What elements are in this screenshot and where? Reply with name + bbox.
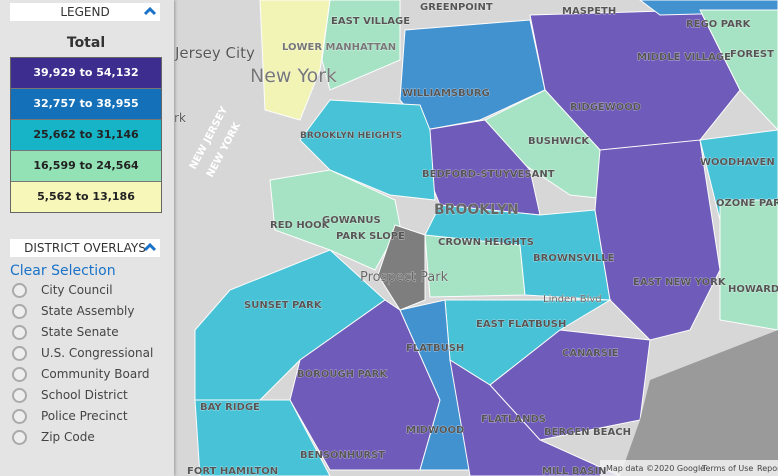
district	[594, 139, 721, 341]
radio[interactable]	[12, 409, 27, 424]
district	[719, 199, 778, 331]
legend-entry: 32,757 to 38,955	[11, 89, 161, 120]
map-label: BEDFORD-STUYVESANT	[422, 169, 555, 180]
map-label: BUSHWICK	[528, 136, 590, 147]
map-label: CANARSIE	[562, 348, 619, 359]
map-label: LOWER MANHATTAN	[282, 42, 396, 53]
map-label: PARK SLOPE	[336, 231, 405, 242]
radio[interactable]	[12, 283, 27, 298]
legend-entry: 5,562 to 13,186	[11, 182, 161, 212]
map-label: GOWANUS	[322, 215, 381, 226]
map-label: Jersey City	[174, 44, 255, 62]
map-label: SUNSET PARK	[244, 300, 323, 311]
overlay-option[interactable]: School District	[12, 388, 128, 403]
map-label: BROOKLYN	[434, 202, 519, 218]
map-footer[interactable]: Report a map error	[757, 464, 778, 473]
district	[449, 358, 621, 476]
overlay-option[interactable]: State Assembly	[12, 304, 134, 319]
map-label: FOREST HILLS	[730, 49, 778, 60]
option-label: Community Board	[41, 367, 150, 381]
map-footer: Map data ©2020 Google	[606, 464, 705, 473]
map-label: BAY RIDGE	[200, 402, 260, 413]
map-label: BOROUGH PARK	[297, 369, 388, 380]
map-label: HOWARD BEACH	[728, 284, 778, 295]
map-label: REGO PARK	[686, 19, 752, 30]
map-label: BERGEN BEACH	[544, 427, 631, 438]
districts	[194, 0, 778, 476]
overlay-option[interactable]: Community Board	[12, 367, 150, 382]
map-label: RIDGEWOOD	[570, 102, 641, 113]
park	[377, 224, 426, 311]
map-label: FORT HAMILTON	[187, 466, 278, 476]
radio[interactable]	[12, 304, 27, 319]
map-label: BENSONHURST	[300, 450, 385, 461]
map-label: RED HOOK	[270, 220, 331, 231]
legend-header: LEGEND	[10, 3, 160, 21]
radio[interactable]	[12, 325, 27, 340]
legend-entry: 25,662 to 31,146	[11, 120, 161, 151]
radio[interactable]	[12, 346, 27, 361]
option-label: U.S. Congressional	[41, 346, 154, 360]
option-label: State Senate	[41, 325, 119, 339]
map-label: Prospect Park	[360, 270, 449, 285]
map-label: WOODHAVEN	[700, 157, 775, 168]
collapse-button[interactable]	[143, 4, 157, 18]
option-label: Police Precinct	[41, 409, 128, 423]
radio[interactable]	[12, 388, 27, 403]
clear-selection[interactable]: Clear Selection	[10, 263, 116, 279]
radio[interactable]	[12, 367, 27, 382]
district	[321, 0, 401, 91]
overlay-option[interactable]: City Council	[12, 283, 113, 298]
district	[399, 19, 546, 131]
district	[194, 399, 331, 476]
legend-entry: 39,929 to 54,132	[11, 58, 161, 89]
district	[699, 129, 778, 221]
map-label: OZONE PARK	[716, 198, 778, 209]
side-panel: LEGEND Total 39,929 to 54,132 32,757 to 3…	[0, 0, 174, 476]
map-label: MIDDLE VILLAGE	[637, 52, 731, 63]
overlay-option[interactable]: Zip Code	[12, 430, 95, 445]
option-label: State Assembly	[41, 304, 135, 318]
legend-title: LEGEND	[60, 5, 110, 19]
map-label: EAST VILLAGE	[331, 16, 410, 27]
option-label: Zip Code	[41, 430, 95, 444]
overlay-option[interactable]: State Senate	[12, 325, 119, 340]
map-label: BROOKLYN HEIGHTS	[300, 131, 402, 141]
footer-bg	[600, 460, 778, 476]
option-label: City Council	[41, 283, 113, 297]
land	[620, 330, 778, 476]
option-label: School District	[41, 388, 128, 402]
map-label: Linden Blvd	[543, 294, 602, 305]
map-label: MILL BASIN	[542, 466, 607, 476]
overlay-title: DISTRICT OVERLAYS	[24, 241, 146, 255]
map-footer[interactable]: Terms of Use	[701, 464, 753, 473]
legend-box: 39,929 to 54,132 32,757 to 38,955 25,662 t…	[10, 57, 162, 213]
overlay-header: DISTRICT OVERLAYS	[10, 239, 160, 257]
map-label: New York	[250, 65, 337, 87]
map-label: MASPETH	[562, 6, 616, 17]
district	[259, 0, 331, 121]
overlay-option[interactable]: U.S. Congressional	[12, 346, 153, 361]
district	[299, 99, 436, 201]
map-label: MIDWOOD	[406, 425, 464, 436]
map-label: FLATBUSH	[406, 343, 464, 354]
map-label: WILLIAMSBURG	[402, 88, 490, 99]
legend-entry: 16,599 to 24,564	[11, 151, 161, 182]
overlay-option[interactable]: Police Precinct	[12, 409, 128, 424]
map-label: EAST FLATBUSH	[476, 319, 566, 330]
map-label: GREENPOINT	[420, 2, 493, 13]
district	[489, 329, 651, 441]
map-label: BROWNSVILLE	[533, 253, 615, 264]
map-label: FLATLANDS	[481, 414, 546, 425]
map-label: CROWN HEIGHTS	[438, 237, 534, 248]
district	[424, 204, 611, 301]
collapse-button[interactable]	[143, 240, 157, 254]
radio[interactable]	[12, 430, 27, 445]
map-label: EAST NEW YORK	[633, 277, 727, 288]
district	[194, 249, 386, 421]
legend-subtitle: Total	[66, 35, 106, 51]
district	[699, 9, 778, 131]
